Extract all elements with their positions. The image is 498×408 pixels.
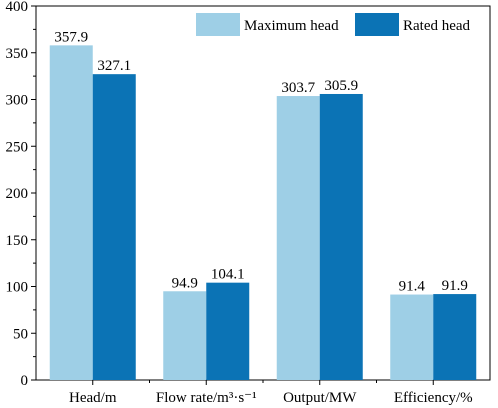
data-label: 303.7 <box>281 80 315 96</box>
category-label: Flow rate/m³·s⁻¹ <box>156 390 257 406</box>
legend-swatch <box>196 13 240 36</box>
y-tick-label: 300 <box>6 93 29 109</box>
y-tick-label: 100 <box>6 280 29 296</box>
legend: Maximum head Rated head <box>196 13 471 36</box>
y-tick-label: 0 <box>21 373 29 389</box>
data-label: 305.9 <box>324 78 358 94</box>
bar-rated-head <box>92 74 136 380</box>
bar-maximum-head <box>49 45 93 381</box>
legend-label: Rated head <box>403 18 471 34</box>
data-label: 94.9 <box>172 275 198 291</box>
category-label: Head/m <box>69 390 117 406</box>
y-tick-label: 350 <box>6 46 29 62</box>
bar-maximum-head <box>276 96 320 380</box>
data-label: 327.1 <box>97 58 131 74</box>
bar-maximum-head <box>390 294 434 380</box>
legend-label: Maximum head <box>244 18 339 34</box>
y-tick-label: 50 <box>13 326 28 342</box>
data-label: 91.9 <box>442 278 468 294</box>
category-label: Efficiency/% <box>394 390 473 406</box>
plot-area: 0 50 100 150 200 250 300 350 400 Head/m 357.9 327.1… <box>6 0 491 406</box>
category-label: Output/MW <box>283 390 357 406</box>
data-label: 91.4 <box>399 279 426 295</box>
y-tick-label: 400 <box>6 0 29 15</box>
bar-maximum-head <box>163 291 207 380</box>
y-tick-label: 250 <box>6 139 29 155</box>
y-tick-label: 150 <box>6 233 29 249</box>
bar-rated-head <box>319 93 363 381</box>
bar-rated-head <box>206 282 250 380</box>
data-label: 357.9 <box>54 29 88 45</box>
bar-rated-head <box>433 294 477 380</box>
y-tick-label: 200 <box>6 186 29 202</box>
legend-swatch <box>355 13 399 36</box>
data-label: 104.1 <box>211 267 245 283</box>
